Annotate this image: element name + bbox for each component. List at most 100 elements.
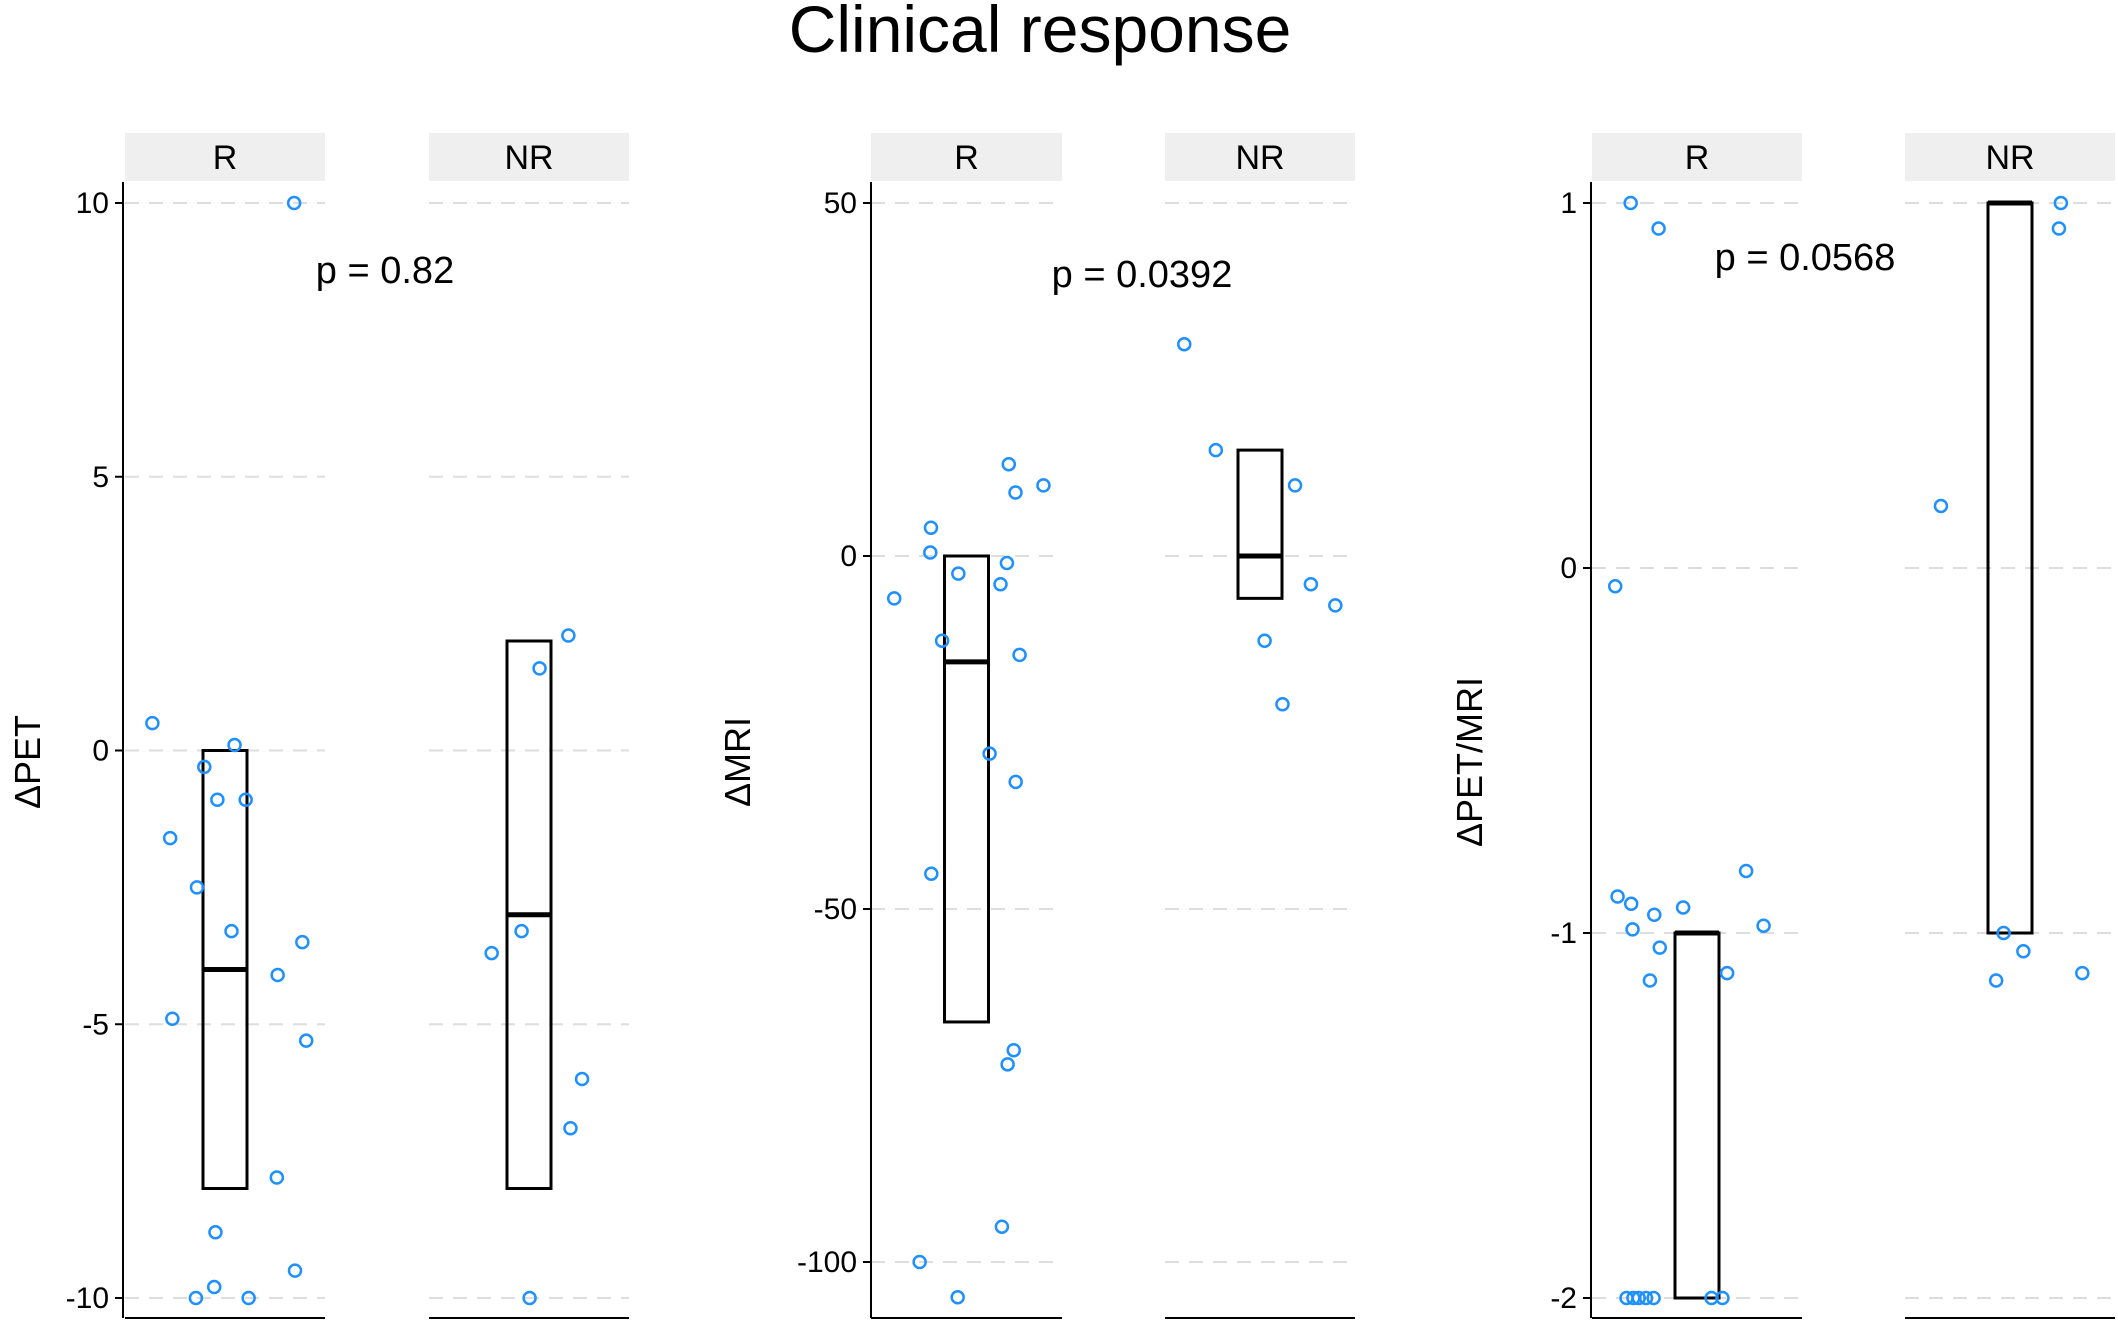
- data-point: [1652, 940, 1668, 955]
- data-point: [574, 1071, 590, 1087]
- y-tick-label: 0: [92, 735, 109, 768]
- data-point: [1607, 579, 1623, 594]
- data-point: [188, 1290, 204, 1306]
- y-tick-label: -1: [1550, 917, 1577, 950]
- data-point: [563, 1121, 578, 1136]
- data-point: [238, 792, 253, 808]
- p-value-annotation: p = 0.0392: [1052, 254, 1233, 296]
- strip-header: [871, 133, 1062, 181]
- box: [943, 554, 990, 1024]
- data-point: [1651, 221, 1666, 236]
- data-point: [1933, 498, 1949, 514]
- data-point: [1287, 478, 1303, 493]
- strip-header: [429, 133, 629, 181]
- data-point: [1208, 442, 1224, 458]
- data-point: [522, 1290, 537, 1306]
- data-point: [923, 520, 939, 536]
- data-point: [197, 759, 212, 775]
- data-point: [206, 1279, 222, 1295]
- y-axis-label: ΔPET: [7, 715, 48, 809]
- y-tick-label: 1: [1560, 187, 1577, 220]
- data-point: [286, 195, 302, 211]
- data-point: [993, 576, 1008, 592]
- data-point: [923, 545, 938, 560]
- data-point: [1625, 922, 1640, 937]
- data-point: [2016, 944, 2031, 959]
- data-point: [1328, 598, 1343, 613]
- data-point: [514, 923, 529, 939]
- data-point: [924, 866, 939, 881]
- data-point: [1626, 1290, 1641, 1306]
- data-point: [1988, 973, 2004, 988]
- data-point: [165, 1011, 180, 1027]
- p-value-annotation: p = 0.0568: [1715, 237, 1896, 279]
- panel-r: R: [125, 133, 325, 1319]
- y-tick-label: -50: [814, 893, 857, 926]
- y-tick-label: -2: [1550, 1282, 1577, 1315]
- y-tick-label: 5: [92, 461, 109, 494]
- panel-r: R: [1592, 133, 1802, 1319]
- strip-label: R: [954, 139, 979, 177]
- data-point: [2075, 965, 2090, 981]
- data-point: [224, 923, 239, 939]
- data-point: [287, 1263, 303, 1278]
- data-point: [189, 880, 205, 895]
- data-point: [1675, 900, 1691, 915]
- data-point: [982, 746, 997, 761]
- data-point: [1646, 1290, 1661, 1306]
- strip-label: NR: [1985, 139, 2034, 177]
- data-point: [951, 566, 966, 581]
- data-point: [1303, 576, 1319, 592]
- data-point: [270, 967, 285, 983]
- data-point: [208, 1225, 223, 1240]
- data-point: [1704, 1290, 1719, 1306]
- data-point: [886, 591, 902, 606]
- chart-group-3: -2 -1 0 1 ΔPET/MRI p = 0.0568 R NR: [1449, 133, 2115, 1319]
- y-tick-label: 0: [1560, 552, 1577, 585]
- data-point: [1257, 633, 1272, 648]
- data-point: [1006, 1042, 1021, 1058]
- data-point: [1008, 485, 1023, 500]
- panel-r: R: [871, 133, 1062, 1319]
- y-tick-label: -100: [797, 1246, 857, 1279]
- panel-nr: NR: [1165, 133, 1355, 1319]
- data-point: [1001, 456, 1017, 472]
- y-tick-label: 10: [76, 187, 109, 220]
- data-point: [1738, 863, 1754, 879]
- data-point: [1996, 925, 2011, 941]
- data-point: [561, 628, 576, 643]
- data-point: [298, 1033, 314, 1048]
- data-point: [1177, 336, 1192, 352]
- data-point: [1623, 896, 1639, 912]
- data-point: [1631, 1290, 1646, 1306]
- y-tick-label: 0: [840, 540, 857, 573]
- strip-header: [1165, 133, 1355, 181]
- data-point: [145, 715, 160, 731]
- data-point: [950, 1290, 965, 1305]
- y-axis-label: ΔMRI: [717, 717, 758, 807]
- p-value-annotation: p = 0.82: [316, 250, 454, 292]
- y-tick-label: 50: [824, 187, 857, 220]
- strip-label: R: [213, 139, 238, 177]
- data-point: [934, 633, 950, 648]
- strip-label: NR: [504, 139, 553, 177]
- y-tick-label: -5: [82, 1008, 109, 1041]
- box: [1673, 931, 1721, 1300]
- data-point: [295, 934, 310, 950]
- data-point: [532, 661, 547, 676]
- chart-group-2: -100 -50 0 50 ΔMRI p = 0.0392 R NR: [717, 133, 1355, 1319]
- strip-label: NR: [1235, 139, 1284, 177]
- y-tick-label: -10: [66, 1282, 109, 1315]
- strip-label: R: [1685, 139, 1710, 177]
- data-point: [994, 1219, 1010, 1234]
- data-point: [1756, 918, 1771, 933]
- data-point: [1275, 697, 1290, 712]
- strip-header: [1592, 133, 1802, 181]
- panel-nr: NR: [429, 133, 629, 1319]
- data-point: [1036, 478, 1051, 493]
- data-point: [2051, 221, 2067, 236]
- data-point: [1642, 973, 1658, 988]
- data-point: [227, 737, 242, 753]
